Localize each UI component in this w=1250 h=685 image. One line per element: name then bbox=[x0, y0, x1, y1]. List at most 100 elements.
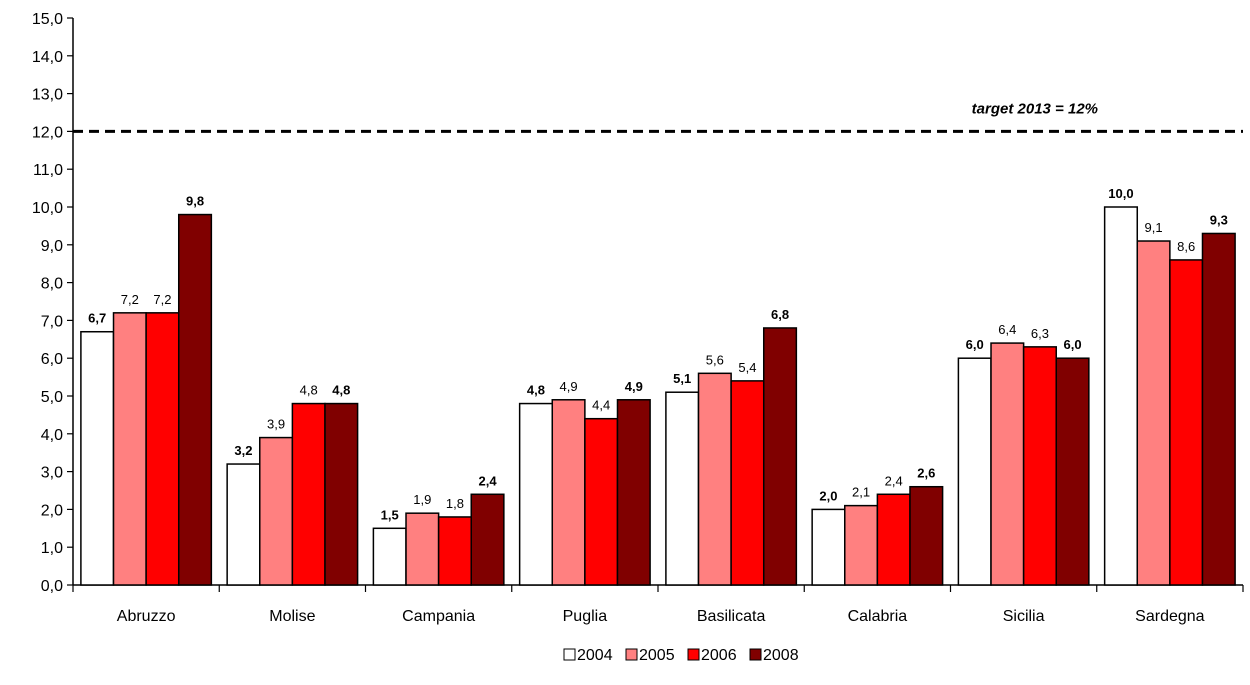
y-tick-label: 12,0 bbox=[32, 124, 63, 141]
bar-2008 bbox=[1201, 232, 1236, 586]
bar-2006 bbox=[1169, 259, 1204, 586]
data-label: 3,2 bbox=[234, 443, 252, 458]
bar-2004 bbox=[372, 527, 407, 586]
data-label: 7,2 bbox=[121, 292, 139, 307]
data-label: 4,8 bbox=[300, 383, 318, 398]
data-label: 5,4 bbox=[738, 360, 756, 375]
data-label: 6,8 bbox=[771, 307, 789, 322]
bar-2004 bbox=[518, 402, 554, 586]
legend-label: 2004 bbox=[577, 647, 613, 664]
data-label: 2,4 bbox=[479, 473, 498, 488]
data-label: 3,9 bbox=[267, 417, 285, 432]
x-category-label: Calabria bbox=[848, 608, 908, 625]
data-label: 4,4 bbox=[592, 398, 610, 413]
data-label: 2,6 bbox=[917, 466, 935, 481]
bar-2005 bbox=[1136, 240, 1171, 586]
x-category-label: Campania bbox=[402, 608, 475, 625]
data-label: 5,1 bbox=[673, 371, 691, 386]
bar-2008 bbox=[1055, 357, 1090, 586]
bar-2004 bbox=[1103, 206, 1139, 586]
x-category-label: Basilicata bbox=[697, 608, 766, 625]
y-tick-label: 6,0 bbox=[41, 351, 63, 368]
legend-swatch bbox=[563, 648, 576, 661]
data-label: 9,8 bbox=[186, 194, 204, 209]
bar-2008 bbox=[177, 213, 213, 586]
data-label: 4,8 bbox=[527, 383, 545, 398]
data-label: 2,0 bbox=[819, 488, 837, 503]
x-category-label: Abruzzo bbox=[117, 608, 176, 625]
bar-2004 bbox=[811, 508, 846, 586]
y-tick-label: 2,0 bbox=[41, 502, 63, 519]
data-label: 1,8 bbox=[446, 496, 464, 511]
y-tick-label: 11,0 bbox=[33, 162, 63, 179]
legend-label: 2006 bbox=[701, 647, 737, 664]
y-tick-label: 9,0 bbox=[41, 238, 63, 255]
bar-2006 bbox=[1022, 346, 1057, 586]
bar-2006 bbox=[584, 417, 619, 586]
data-label: 6,4 bbox=[998, 322, 1016, 337]
data-label: 4,9 bbox=[625, 379, 643, 394]
bar-2006 bbox=[730, 380, 765, 586]
bar-labels-group: 6,7 3,2 1,5 4,8 5,1 2,0 6,0 10,0 7,2 3,9 1,9 4,9 5,6… bbox=[88, 186, 1228, 522]
data-label: 7,2 bbox=[153, 292, 171, 307]
data-label: 2,1 bbox=[852, 485, 870, 500]
data-label: 6,0 bbox=[1064, 337, 1082, 352]
y-tick-label: 14,0 bbox=[32, 49, 63, 66]
x-category-label: Sardegna bbox=[1135, 608, 1204, 625]
y-tick-label: 10,0 bbox=[32, 200, 63, 217]
legend-swatch bbox=[749, 648, 762, 661]
bar-2006 bbox=[437, 516, 472, 586]
bars-group bbox=[80, 206, 1236, 586]
y-tick-label: 13,0 bbox=[32, 87, 63, 104]
data-label: 2,4 bbox=[885, 473, 903, 488]
data-label: 9,1 bbox=[1145, 220, 1163, 235]
bar-2005 bbox=[844, 504, 879, 586]
legend-swatch bbox=[687, 648, 700, 661]
y-tick-label: 3,0 bbox=[41, 465, 63, 482]
legend-label: 2008 bbox=[763, 647, 799, 664]
bar-2006 bbox=[291, 402, 326, 586]
data-label: 9,3 bbox=[1210, 212, 1228, 227]
y-tick-label: 1,0 bbox=[41, 540, 63, 557]
x-category-label: Sicilia bbox=[1003, 608, 1045, 625]
y-tick-label: 5,0 bbox=[41, 389, 63, 406]
data-label: 4,9 bbox=[560, 379, 578, 394]
data-label: 4,8 bbox=[332, 383, 350, 398]
bar-2005 bbox=[405, 512, 440, 586]
bar-2008 bbox=[324, 402, 359, 586]
y-tick-label: 7,0 bbox=[41, 313, 63, 330]
bar-2005 bbox=[697, 372, 732, 586]
target-label: target 2013 = 12% bbox=[972, 100, 1098, 117]
bar-2004 bbox=[665, 391, 700, 586]
data-label: 1,9 bbox=[413, 492, 431, 507]
x-category-label: Puglia bbox=[563, 608, 608, 625]
data-label: 6,0 bbox=[966, 337, 984, 352]
bar-2008 bbox=[909, 485, 944, 586]
bar-2004 bbox=[957, 357, 992, 586]
x-axis: Abruzzo Molise Campania Puglia Basilicata Cal… bbox=[72, 584, 1244, 625]
target-line-group: target 2013 = 12% bbox=[73, 100, 1243, 133]
bar-2004 bbox=[226, 463, 261, 586]
bar-2005 bbox=[551, 399, 586, 586]
y-tick-label: 0,0 bbox=[41, 578, 63, 595]
bar-2008 bbox=[616, 399, 651, 586]
data-label: 6,7 bbox=[88, 311, 106, 326]
bar-2004 bbox=[80, 330, 115, 586]
legend: 2004 2005 2006 2008 bbox=[563, 647, 799, 664]
bar-2008 bbox=[762, 327, 798, 586]
data-label: 10,0 bbox=[1108, 186, 1133, 201]
bar-2008 bbox=[470, 493, 505, 586]
bar-2005 bbox=[112, 312, 147, 586]
data-label: 6,3 bbox=[1031, 326, 1049, 341]
data-label: 1,5 bbox=[381, 507, 399, 522]
y-tick-label: 8,0 bbox=[41, 276, 63, 293]
y-tick-label: 15,0 bbox=[32, 11, 63, 28]
legend-swatch bbox=[625, 648, 638, 661]
legend-label: 2005 bbox=[639, 647, 675, 664]
y-tick-label: 4,0 bbox=[41, 427, 63, 444]
bar-2005 bbox=[259, 436, 294, 586]
bar-2006 bbox=[876, 493, 911, 586]
data-label: 5,6 bbox=[706, 352, 724, 367]
